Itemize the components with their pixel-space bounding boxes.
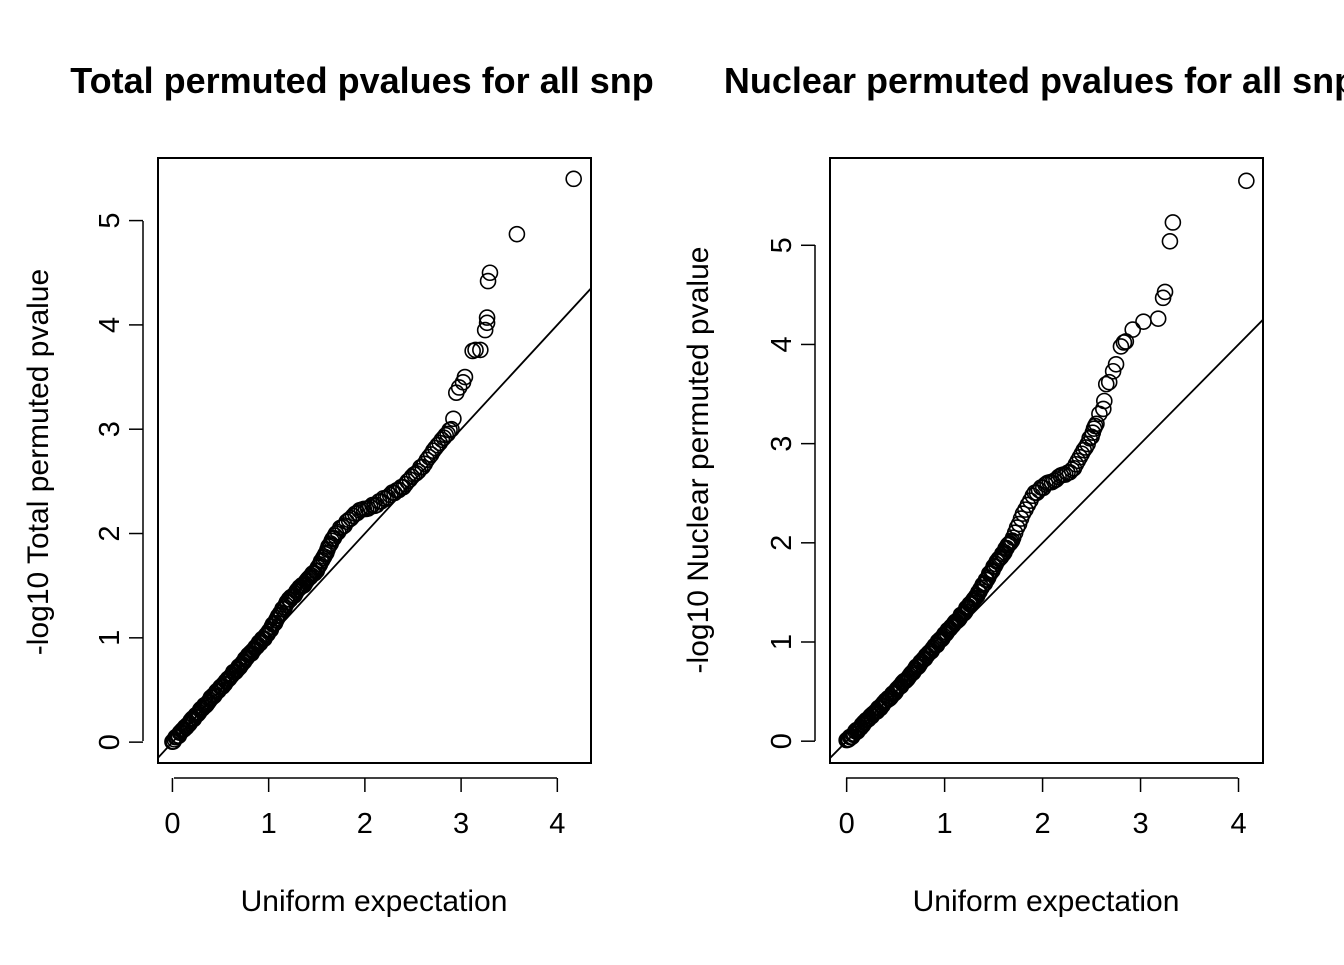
data-point [1086, 417, 1104, 435]
y-tick-label: 5 [766, 237, 798, 253]
data-point [1088, 415, 1105, 433]
data-point [437, 426, 455, 444]
x-axis-label: Uniform expectation [913, 885, 1180, 918]
x-tick-label: 4 [1230, 808, 1246, 840]
y-tick-label: 3 [94, 421, 126, 437]
data-point [479, 272, 497, 290]
y-tick-label: 2 [766, 535, 798, 551]
y-tick-label: 5 [94, 213, 126, 229]
data-point [1156, 283, 1174, 301]
y-tick-label: 0 [766, 733, 798, 749]
y-tick-label: 4 [766, 336, 798, 352]
data-point [1124, 321, 1142, 338]
data-point [1149, 310, 1167, 327]
data-point [467, 341, 484, 359]
x-ticks: 0 1 2 3 4 [839, 778, 1247, 840]
data-points [164, 170, 582, 751]
plot-frame [829, 157, 1264, 764]
data-point [1024, 487, 1042, 505]
x-tick-label: 2 [357, 808, 373, 840]
data-point [1008, 519, 1026, 536]
data-point [481, 264, 499, 282]
data-point [1097, 375, 1115, 393]
x-ticks: 0 1 2 3 4 [164, 778, 565, 840]
x-tick-label: 3 [453, 808, 469, 840]
nuclear-qq-panel: Nuclear permuted pvalues for all snp 0 1 2… [682, 60, 1344, 918]
data-point [1100, 373, 1118, 391]
x-tick-label: 2 [1035, 808, 1051, 840]
data-point [1104, 362, 1122, 380]
data-point [445, 410, 462, 428]
x-axis: 0 1 2 3 4 [164, 777, 565, 840]
y-axis: 0 1 2 3 4 5 [94, 213, 144, 750]
x-axis: 0 1 2 3 4 [839, 777, 1247, 840]
data-point [257, 627, 274, 645]
data-point [478, 309, 496, 326]
data-point [418, 451, 436, 469]
data-point [1063, 461, 1081, 479]
y-tick-label: 1 [94, 630, 126, 646]
chart-title: Total permuted pvalues for all snp [70, 60, 653, 101]
data-point [1238, 172, 1255, 190]
x-tick-label: 0 [164, 808, 180, 840]
y-tick-label: 4 [94, 317, 126, 333]
reference-line-group [830, 318, 1263, 760]
data-point [450, 379, 468, 396]
y-ticks: 0 1 2 3 4 5 [766, 237, 815, 749]
y-tick-label: 2 [94, 525, 126, 541]
y-tick-label: 1 [766, 634, 798, 650]
total-qq-panel: Total permuted pvalues for all snp 0 1 2 3 4… [22, 60, 654, 918]
reference-line-group [158, 287, 591, 760]
data-point [472, 341, 489, 359]
x-tick-label: 3 [1132, 808, 1148, 840]
x-tick-label: 4 [549, 808, 565, 840]
data-point [439, 425, 456, 443]
data-point [1107, 355, 1125, 373]
reference-line [158, 287, 591, 760]
data-point [1019, 496, 1037, 514]
reference-line [830, 318, 1263, 760]
data-point [1095, 392, 1113, 410]
data-point [1164, 214, 1182, 231]
data-point [1077, 439, 1094, 456]
data-point [1135, 313, 1152, 330]
y-axis-label: -log10 Nuclear permuted pvalue [682, 247, 715, 674]
x-tick-label: 1 [937, 808, 953, 840]
x-tick-label: 1 [261, 808, 277, 840]
data-point [1095, 400, 1112, 418]
y-axis-label: -log10 Total permuted pvalue [22, 269, 55, 655]
y-tick-label: 0 [94, 734, 126, 750]
data-point [401, 471, 419, 488]
data-point [476, 321, 494, 339]
data-point [456, 368, 474, 386]
y-tick-label: 3 [766, 436, 798, 452]
data-point [508, 225, 526, 243]
y-ticks: 0 1 2 3 4 5 [94, 213, 143, 750]
plot-frame [157, 157, 592, 764]
chart-title: Nuclear permuted pvalues for all snp [724, 60, 1344, 101]
data-point [443, 420, 460, 438]
data-point [565, 170, 582, 188]
y-axis: 0 1 2 3 4 5 [766, 237, 816, 749]
x-tick-label: 0 [839, 808, 855, 840]
data-point [478, 314, 496, 332]
data-points [838, 172, 1255, 749]
x-axis-label: Uniform expectation [241, 885, 508, 918]
data-point [1112, 338, 1130, 355]
data-point [1161, 233, 1179, 250]
data-point [1014, 505, 1032, 522]
